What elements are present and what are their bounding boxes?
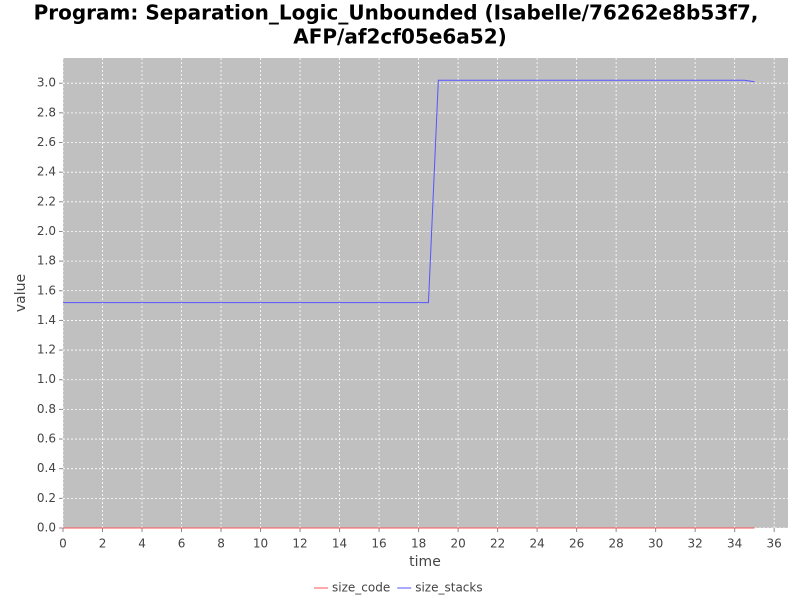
x-tick-label: 12 (292, 537, 307, 551)
y-tick-label: 0.8 (37, 402, 56, 416)
x-tick-label: 4 (138, 537, 146, 551)
y-tick-label: 3.0 (37, 76, 56, 90)
y-tick-label: 2.6 (37, 135, 56, 149)
line-series (63, 79, 755, 304)
y-tick-label: 1.4 (37, 313, 56, 327)
y-tick-label: 1.8 (37, 254, 56, 268)
y-tick-label: 1.6 (37, 283, 56, 297)
x-tick-label: 8 (217, 537, 225, 551)
y-tick-label: 2.4 (37, 165, 56, 179)
x-tick-label: 6 (178, 537, 186, 551)
x-tick-label: 22 (490, 537, 505, 551)
y-tick-label: 0.2 (37, 491, 56, 505)
x-axis-label: time (409, 554, 441, 570)
y-axis-label: value (13, 274, 29, 312)
legend-label: size_stacks (415, 581, 482, 595)
x-tick-label: 16 (371, 537, 386, 551)
y-tick-label: 1.2 (37, 343, 56, 357)
plot-area (63, 58, 788, 528)
x-tick-label: 2 (99, 537, 107, 551)
x-tick-label: 26 (569, 537, 584, 551)
y-tick-label: 2.8 (37, 105, 56, 119)
y-tick-label: 0.0 (37, 521, 56, 535)
y-tick-label: 0.6 (37, 432, 56, 446)
y-tick-label: 0.4 (37, 461, 56, 475)
x-tick-label: 34 (727, 537, 742, 551)
x-tick-label: 30 (648, 537, 663, 551)
y-tick-label: 2.0 (37, 224, 56, 238)
y-tick-label: 1.0 (37, 372, 56, 386)
chart-title: AFP/af2cf05e6a52) (293, 25, 507, 49)
x-tick-label: 28 (608, 537, 623, 551)
y-tick-label: 2.2 (37, 194, 56, 208)
chart-title: Program: Separation_Logic_Unbounded (Isa… (34, 1, 759, 25)
x-tick-label: 14 (332, 537, 347, 551)
x-tick-label: 18 (411, 537, 426, 551)
legend-label: size_code (332, 581, 390, 595)
x-tick-label: 20 (450, 537, 465, 551)
x-tick-label: 32 (688, 537, 703, 551)
x-tick-label: 0 (59, 537, 67, 551)
x-tick-label: 36 (767, 537, 782, 551)
x-tick-label: 10 (253, 537, 268, 551)
x-tick-label: 24 (529, 537, 544, 551)
